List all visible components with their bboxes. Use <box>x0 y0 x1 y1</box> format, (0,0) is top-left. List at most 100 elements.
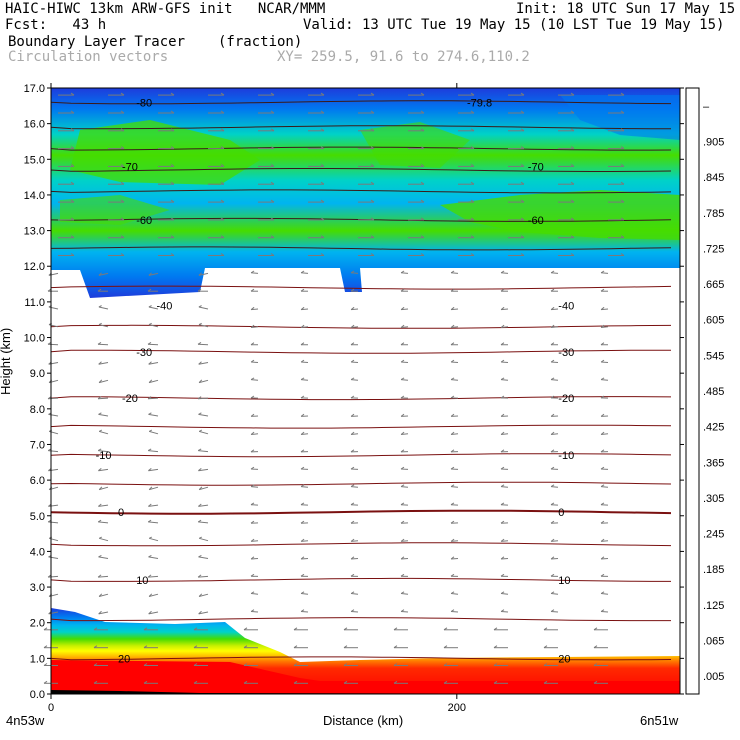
wind-vector <box>551 593 559 595</box>
isotherm-line <box>50 285 672 290</box>
wind-vector-head <box>300 377 305 381</box>
wind-vector-head <box>520 128 525 132</box>
wind-vector-head <box>470 128 475 132</box>
wind-vector <box>401 379 409 381</box>
wind-vector-head <box>400 377 405 381</box>
wind-vector-head <box>420 128 425 132</box>
wind-vector-head <box>400 395 405 399</box>
wind-vector-head <box>70 253 75 256</box>
wind-vector-head <box>220 128 225 132</box>
wind-vector <box>98 450 109 453</box>
wind-vector <box>251 433 259 435</box>
y-tick-label: 11.0 <box>24 297 45 309</box>
wind-vector-head <box>43 663 48 666</box>
wind-vector <box>401 308 409 311</box>
wind-vector-head <box>197 574 202 578</box>
wind-vector <box>601 272 609 274</box>
wind-vector-head <box>600 573 605 577</box>
wind-vector-head <box>350 538 355 542</box>
wind-vector-head <box>350 556 355 560</box>
wind-vector-head <box>450 306 455 310</box>
wind-vector-head <box>98 554 102 558</box>
wind-vector-head <box>370 181 375 185</box>
wind-vector-head <box>493 680 498 684</box>
wind-vector <box>601 540 609 542</box>
wind-vector <box>251 611 259 613</box>
y-tick-label: 6.0 <box>30 475 45 487</box>
wind-vector-head <box>270 253 275 256</box>
wind-vector <box>551 361 559 363</box>
wind-vector <box>198 362 209 365</box>
wind-vector-head <box>98 486 103 490</box>
wind-vector-head <box>570 110 575 114</box>
wind-vector-head <box>520 235 525 239</box>
wind-vector-head <box>500 395 505 399</box>
wind-vector-head <box>493 645 498 649</box>
wind-vector-head <box>98 429 103 432</box>
wind-vector-head <box>300 466 305 470</box>
wind-vector-head <box>98 610 102 615</box>
wind-vector-head <box>400 520 405 524</box>
wind-vector-head <box>320 181 325 185</box>
wind-vector-head <box>243 680 248 684</box>
wind-vector-head <box>500 449 505 453</box>
wind-vector-head <box>148 536 153 539</box>
wind-vector-head <box>120 92 125 96</box>
wind-vector-head <box>500 377 505 381</box>
wind-vector <box>551 558 559 560</box>
isotherm-label: -40 <box>558 300 574 312</box>
wind-vector-head <box>143 645 148 649</box>
wind-vector <box>601 326 609 328</box>
wind-vector <box>451 558 459 560</box>
wind-vector-head <box>400 449 405 453</box>
model-title: HAIC-HIWC 13km ARW-GFS init NCAR/MMM <box>5 1 326 17</box>
wind-vector <box>98 324 109 328</box>
wind-vector-head <box>70 217 75 221</box>
wind-vector-head <box>400 502 405 506</box>
wind-vector <box>251 326 259 328</box>
y-tick-label: 13.0 <box>24 226 45 238</box>
wind-vector-head <box>147 448 152 452</box>
wind-vector-head <box>450 449 455 453</box>
wind-vector-head <box>120 253 125 256</box>
wind-vector <box>251 558 259 560</box>
wind-vector <box>451 326 459 328</box>
wind-vector-head <box>620 217 625 221</box>
wind-vector <box>98 272 109 276</box>
upper-tracer-green-blob-low-left <box>60 195 170 225</box>
wind-vector-head <box>493 663 498 666</box>
wind-vector <box>198 611 209 615</box>
forecast-hour: Fcst: 43 h <box>5 17 107 33</box>
cross-section-coords: XY= 259.5, 91.6 to 274.6,110.2 <box>277 49 530 65</box>
wind-vector <box>451 486 459 488</box>
wind-vector-head <box>550 324 555 328</box>
wind-vector <box>401 361 409 363</box>
isotherm-line <box>50 656 672 661</box>
wind-vector-head <box>450 556 455 560</box>
wind-vector-head <box>443 663 448 666</box>
isotherm-line <box>50 125 671 130</box>
wind-vector <box>551 540 559 542</box>
wind-vector-head <box>350 395 355 399</box>
colorbar-label: .185 <box>703 564 724 576</box>
wind-vector-head <box>600 609 605 612</box>
wind-vector-head <box>600 413 605 417</box>
wind-vector-head <box>98 503 102 507</box>
wind-vector <box>251 272 259 274</box>
colorbar-label: .305 <box>703 493 724 505</box>
wind-vector-head <box>370 128 375 132</box>
wind-vector-head <box>97 519 102 523</box>
valid-time: Valid: 13 UTC Tue 19 May 15 (10 LST Tue … <box>303 17 725 33</box>
y-axis-label: Height (km) <box>0 327 13 395</box>
wind-vector-head <box>400 556 405 560</box>
wind-vector <box>98 362 109 365</box>
wind-vector-head <box>570 235 575 239</box>
wind-vector-head <box>300 538 305 542</box>
wind-vector-head <box>220 217 225 221</box>
wind-vector-head <box>450 395 455 399</box>
wind-vector <box>401 272 409 274</box>
wind-vector <box>601 433 609 435</box>
wind-vector-head <box>198 412 202 415</box>
wind-vector-head <box>300 609 305 612</box>
wind-vector <box>551 486 559 488</box>
